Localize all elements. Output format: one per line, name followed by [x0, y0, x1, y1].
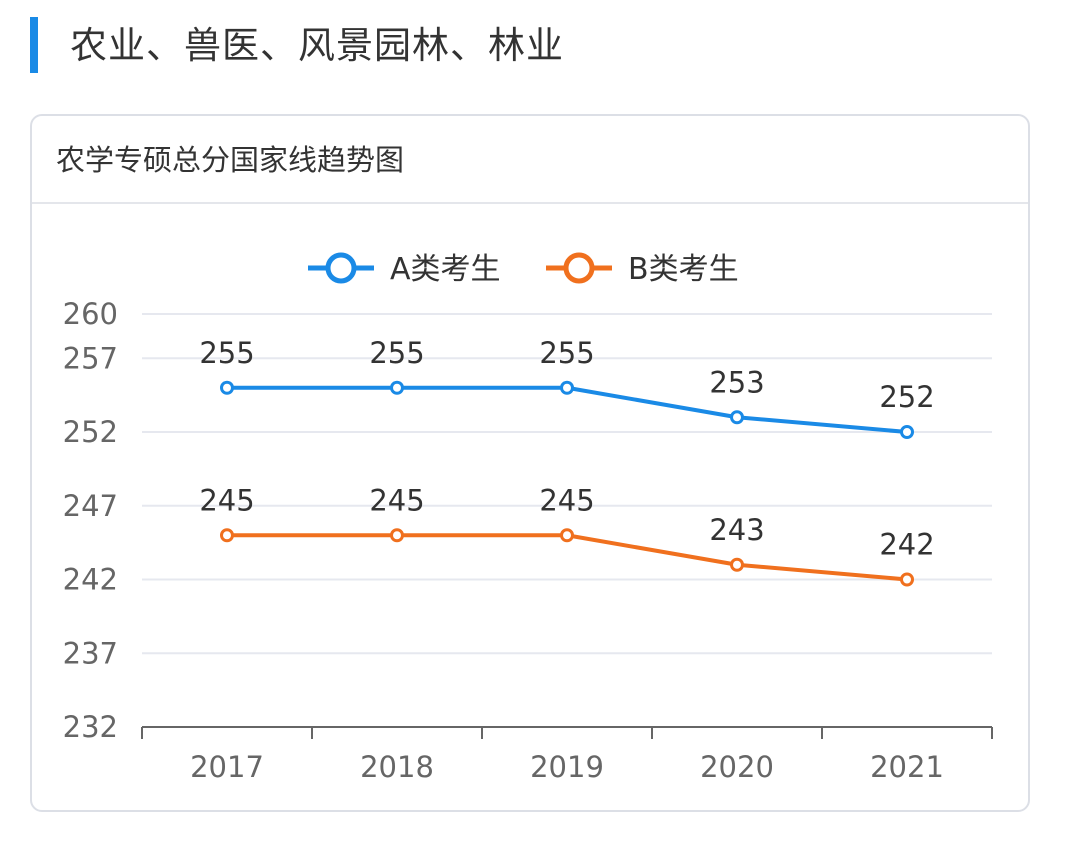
- legend-label: A类考生: [390, 252, 501, 287]
- data-label: 253: [709, 365, 764, 399]
- data-label: 242: [879, 528, 934, 562]
- data-point: [560, 380, 574, 395]
- y-axis: 232 237 242 247 252 257 260: [63, 297, 118, 744]
- series: [220, 380, 914, 587]
- data-point: [390, 528, 404, 543]
- data-label: 243: [709, 513, 764, 547]
- y-tick-label: 260: [63, 297, 118, 331]
- data-point: [220, 380, 234, 395]
- data-label: 255: [539, 336, 594, 370]
- y-tick-label: 247: [63, 489, 118, 523]
- data-label: 245: [539, 483, 594, 517]
- data-label: 255: [199, 336, 254, 370]
- chart-card: 农学专硕总分国家线趋势图 232 237 242 247 252 257 260 2017 2…: [30, 114, 1030, 812]
- y-tick-label: 237: [63, 636, 118, 670]
- data-point: [220, 528, 234, 543]
- data-point: [560, 528, 574, 543]
- grid-lines: [142, 313, 992, 655]
- legend-marker: [325, 252, 357, 284]
- x-tick-label: 2021: [870, 750, 944, 784]
- y-tick-label: 257: [63, 341, 118, 375]
- data-point: [900, 572, 914, 587]
- y-tick-label: 232: [63, 710, 118, 744]
- x-tick-label: 2017: [190, 750, 264, 784]
- data-label: 245: [369, 483, 424, 517]
- x-tick-label: 2019: [530, 750, 604, 784]
- data-point: [730, 557, 744, 572]
- x-tick-label: 2020: [700, 750, 774, 784]
- y-tick-label: 252: [63, 415, 118, 449]
- data-point: [900, 425, 914, 439]
- section-accent-bar: [30, 17, 38, 73]
- section-title: 农业、兽医、风景园林、林业: [70, 24, 564, 67]
- data-label: 255: [369, 336, 424, 370]
- data-labels: 255 255 255 253 252 245 245 245 243 242: [199, 336, 934, 562]
- x-tick-label: 2018: [360, 750, 434, 784]
- card-header: 农学专硕总分国家线趋势图: [32, 116, 1028, 204]
- section-header: 农业、兽医、风景园林、林业: [0, 0, 1080, 90]
- data-label: 245: [199, 483, 254, 517]
- card-title: 农学专硕总分国家线趋势图: [56, 143, 405, 177]
- data-point: [730, 410, 744, 425]
- legend-label: B类考生: [628, 252, 739, 287]
- legend-marker: [563, 252, 595, 284]
- legend: A类考生 B类考生: [308, 252, 739, 287]
- y-tick-label: 242: [63, 563, 118, 597]
- x-axis: 2017 2018 2019 2020 2021: [141, 726, 993, 784]
- data-point: [390, 380, 404, 395]
- data-label: 252: [879, 380, 934, 414]
